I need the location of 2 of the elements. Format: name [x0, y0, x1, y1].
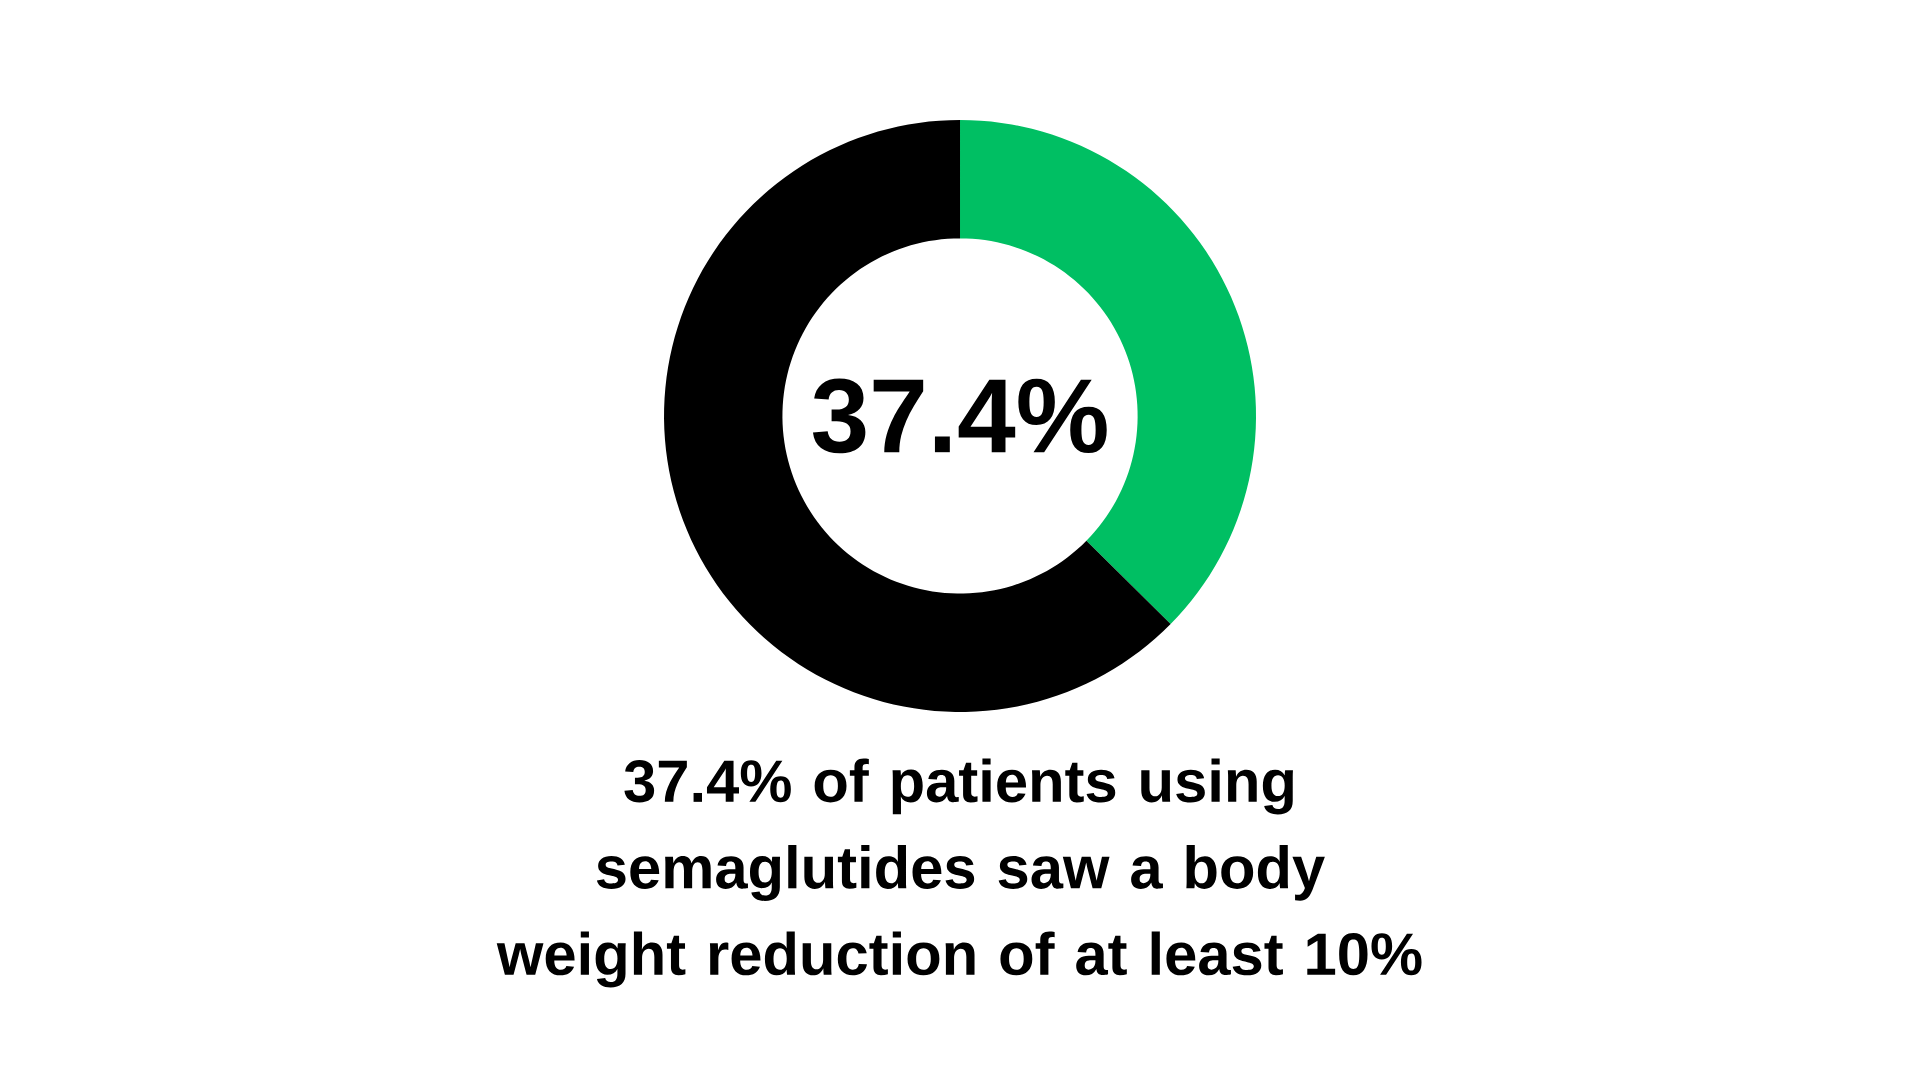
text: 37.4% of patients using semaglutides saw a body weight reduction of at least 10% — [496, 758, 1422, 988]
text: 37.4% — [812, 378, 1107, 454]
